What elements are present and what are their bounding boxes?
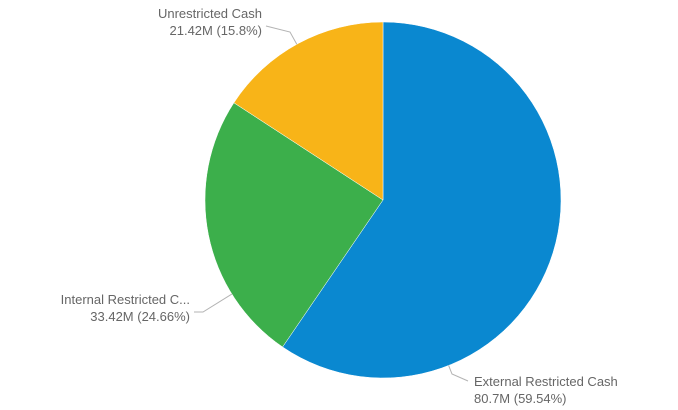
slice-label-value-internal: 33.42M (24.66%) xyxy=(90,309,190,324)
slice-label-name-external: External Restricted Cash xyxy=(474,374,618,389)
leader-lines xyxy=(194,25,469,382)
slice-label-name-internal: Internal Restricted C... xyxy=(61,292,190,307)
slice-label-value-external: 80.7M (59.54%) xyxy=(474,391,567,406)
slice-label-name-unrestricted: Unrestricted Cash xyxy=(158,6,262,21)
slice-external-restricted-cash[interactable] xyxy=(282,21,562,379)
leader-line-internal xyxy=(194,293,233,313)
pie-slices xyxy=(204,21,562,379)
slice-label-value-unrestricted: 21.42M (15.8%) xyxy=(170,23,263,38)
slice-unrestricted-cash[interactable] xyxy=(233,21,384,201)
leader-line-external xyxy=(448,365,469,382)
slice-internal-restricted-cash[interactable] xyxy=(204,102,384,348)
leader-line-unrestricted xyxy=(265,25,298,45)
